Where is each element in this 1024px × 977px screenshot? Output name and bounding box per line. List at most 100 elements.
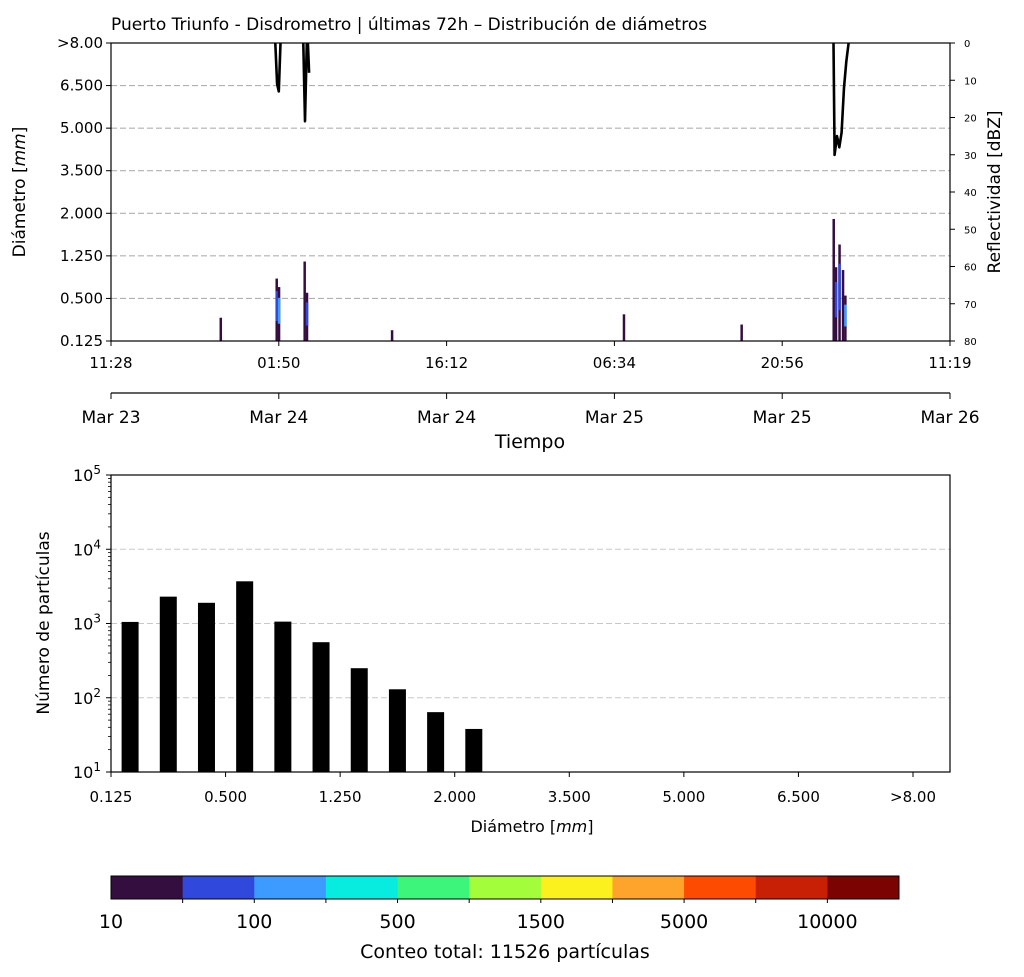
particle-histogram-panel: 101 102 103 104 105 0.125 0.500 1.250 2.000 3.50… xyxy=(34,463,951,836)
rain-event-column xyxy=(740,324,743,341)
count-tick-label: 104 xyxy=(73,537,101,559)
heatmap-ylabel: Diámetro [mm] xyxy=(10,127,30,258)
heatmap-y2label: Reflectividad [dBZ] xyxy=(985,111,1005,274)
colorbar-label: Conteo total: 11526 partículas xyxy=(360,941,650,963)
reflectivity-tick-label: 20 xyxy=(964,114,977,125)
histogram-ylabel: Número de partículas xyxy=(34,531,54,714)
histogram-x-tick-label: 0.125 xyxy=(90,788,133,806)
heatmap-frame xyxy=(110,42,951,342)
diameter-tick-label: 2.000 xyxy=(60,204,103,222)
rain-event-column xyxy=(303,261,306,341)
reflectivity-line xyxy=(302,42,309,123)
histogram-diameter-axis: 0.125 0.500 1.250 2.000 3.500 5.000 6.500 >8.00 xyxy=(90,772,936,806)
colorbar-cell xyxy=(827,876,900,899)
time-tick-label: 11:19 xyxy=(928,354,971,372)
colorbar-cell xyxy=(684,876,757,899)
colorbar-cell xyxy=(612,876,685,899)
histogram-bar xyxy=(427,712,445,772)
count-tick-label: 101 xyxy=(73,760,101,782)
rain-event-column xyxy=(622,314,626,341)
heatmap-xlabel: Tiempo xyxy=(494,431,565,453)
colorbar-cell xyxy=(540,876,613,899)
reflectivity-tick-label: 70 xyxy=(964,300,977,311)
colorbar-cell xyxy=(111,876,184,899)
colorbar-tick-label: 5000 xyxy=(660,911,708,933)
count-axis: 101 102 103 104 105 xyxy=(73,463,111,782)
diameter-time-panel: Puerto Triunfo - Disdrometro | últimas 7… xyxy=(10,15,1005,453)
diameter-tick-label: 0.500 xyxy=(60,289,103,307)
histogram-bar xyxy=(121,621,139,772)
reflectivity-tick-label: 0 xyxy=(964,39,970,50)
histogram-xlabel: Diámetro [mm] xyxy=(470,817,593,836)
diameter-tick-label: 6.500 xyxy=(60,77,103,95)
diameter-axis: 0.125 0.500 1.250 2.000 3.500 5.000 6.500 >8.00 xyxy=(57,34,111,350)
histogram-bar xyxy=(350,668,368,772)
histogram-bar xyxy=(274,621,292,772)
histogram-bar xyxy=(197,602,215,772)
colorbar-cell xyxy=(254,876,327,899)
rain-event-column xyxy=(390,330,394,341)
colorbar-cell xyxy=(469,876,542,899)
histogram-x-tick-label: 0.500 xyxy=(204,788,247,806)
reflectivity-series xyxy=(274,42,850,157)
rain-event-core xyxy=(277,297,281,324)
histogram-bar xyxy=(236,581,254,772)
time-tick-label: 01:50 xyxy=(257,354,300,372)
reflectivity-tick-label: 30 xyxy=(964,151,977,162)
histogram-bar xyxy=(465,728,483,772)
histogram-x-tick-label: 2.000 xyxy=(433,788,476,806)
rain-events xyxy=(219,218,847,341)
time-tick-label: 16:12 xyxy=(425,354,468,372)
rain-event-column xyxy=(832,218,835,341)
time-tick-label: 20:56 xyxy=(761,354,804,372)
reflectivity-tick-label: 80 xyxy=(964,337,977,348)
colorbar-cell xyxy=(397,876,470,899)
colorbar-tick-label: 10000 xyxy=(797,911,857,933)
count-tick-label: 103 xyxy=(73,612,101,634)
date-tick-label: Mar 25 xyxy=(585,408,644,428)
date-tick-label: Mar 26 xyxy=(920,408,979,428)
date-tick-label: Mar 23 xyxy=(81,408,140,428)
colorbar-frame xyxy=(110,875,900,900)
time-tick-label: 11:28 xyxy=(89,354,132,372)
count-tick-label: 102 xyxy=(73,686,101,708)
heatmap-gridlines xyxy=(111,85,950,299)
reflectivity-tick-label: 40 xyxy=(964,188,977,199)
reflectivity-tick-label: 50 xyxy=(964,225,977,236)
histogram-bar xyxy=(388,689,406,772)
rain-event-core xyxy=(834,281,838,318)
time-tick-label: 06:34 xyxy=(593,354,636,372)
rain-event-core xyxy=(838,263,841,311)
reflectivity-tick-label: 60 xyxy=(964,263,977,274)
diameter-tick-label: 3.500 xyxy=(60,162,103,180)
count-tick-label: 105 xyxy=(73,463,101,485)
histogram-x-tick-label: 5.000 xyxy=(662,788,705,806)
colorbar-tick-label: 10 xyxy=(99,911,123,933)
histogram-x-tick-label: 6.500 xyxy=(777,788,820,806)
histogram-bars xyxy=(121,581,483,772)
date-axis: Mar 23 Mar 24 Mar 24 Mar 25 Mar 25 Mar 26 xyxy=(81,393,980,428)
reflectivity-line xyxy=(306,42,311,73)
colorbar-tick-label: 1500 xyxy=(517,911,565,933)
rain-event-column xyxy=(219,317,223,341)
histogram-x-tick-label: >8.00 xyxy=(890,788,936,806)
diameter-tick-label: 5.000 xyxy=(60,119,103,137)
colorbar-cell xyxy=(325,876,399,899)
colorbar-tick-label: 500 xyxy=(379,911,415,933)
rain-event-core xyxy=(844,304,847,327)
date-tick-label: Mar 25 xyxy=(753,408,812,428)
diameter-tick-label: 1.250 xyxy=(60,247,103,265)
rain-event-column xyxy=(841,270,845,341)
colorbar: 10 100 500 1500 5000 10000 Conteo total: 1152… xyxy=(99,875,900,963)
diameter-tick-label: >8.00 xyxy=(57,34,103,52)
histogram-x-tick-label: 3.500 xyxy=(548,788,591,806)
rain-event-core xyxy=(275,291,278,322)
heatmap-title: Puerto Triunfo - Disdrometro | últimas 7… xyxy=(111,15,707,35)
date-tick-label: Mar 24 xyxy=(417,408,476,428)
date-tick-label: Mar 24 xyxy=(249,408,308,428)
time-axis: 11:28 01:50 16:12 06:34 20:56 11:19 xyxy=(89,341,972,372)
reflectivity-axis: 0 10 20 30 40 50 60 70 80 xyxy=(950,39,977,348)
rain-event-core xyxy=(305,302,309,326)
colorbar-tick-label: 100 xyxy=(236,911,272,933)
